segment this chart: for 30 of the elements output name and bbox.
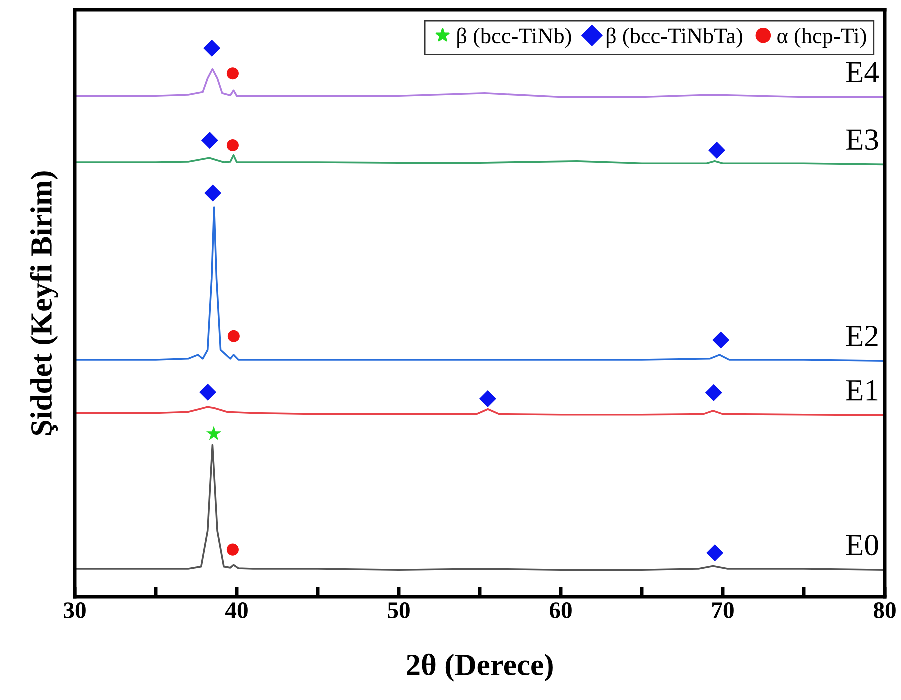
point [199, 384, 217, 401]
point [479, 390, 496, 408]
series-label: E3 [846, 130, 878, 150]
series-label: E4 [846, 62, 879, 82]
point [226, 68, 239, 80]
x-tick-label: 80 [874, 602, 896, 618]
point [705, 384, 722, 402]
point [204, 184, 222, 202]
point [201, 132, 218, 150]
point [226, 544, 239, 556]
series-label: E0 [846, 534, 878, 556]
point [708, 142, 726, 159]
point [204, 40, 221, 57]
x-axis-title: 2θ (Derece) [407, 654, 553, 682]
point [226, 139, 239, 152]
series-label: E1 [846, 380, 878, 401]
x-tick-label: 70 [712, 602, 734, 618]
point [206, 426, 222, 440]
point [712, 332, 730, 349]
legend-label: β (bcc-TiNbTa) [606, 28, 742, 48]
y-axis-title: Şiddet (Keyfi Birim) [30, 172, 58, 436]
x-tick-label: 60 [550, 602, 572, 618]
legend-label: α (hcp-Ti) [778, 28, 866, 48]
series-label: E2 [846, 326, 878, 346]
x-tick-label: 40 [226, 602, 248, 618]
x-tick-label: 30 [64, 602, 86, 618]
legend-label: β (bcc-TiNb) [458, 28, 572, 48]
point [228, 330, 240, 342]
point [706, 544, 724, 562]
x-tick-label: 50 [388, 602, 410, 618]
